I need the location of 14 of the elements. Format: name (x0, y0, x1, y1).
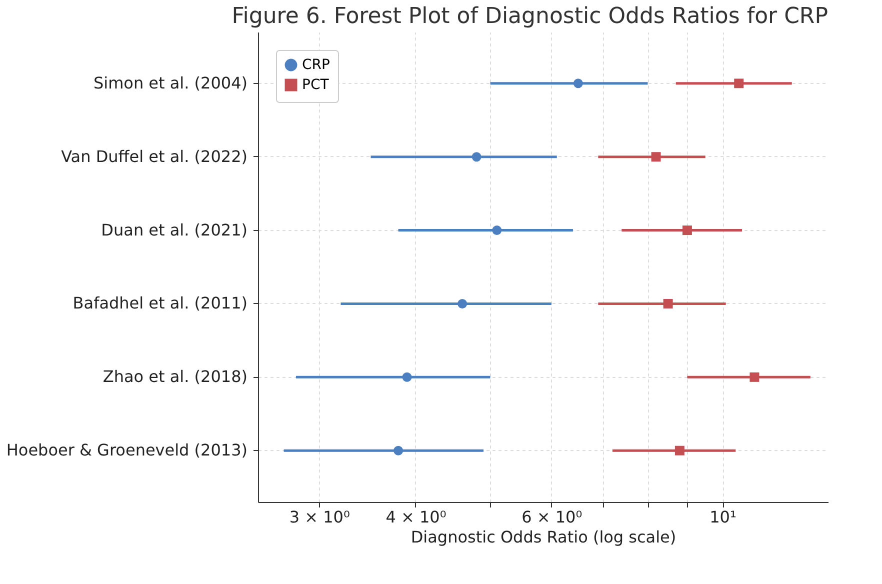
y-tick-label: Simon et al. (2004) (93, 73, 248, 92)
chart-title: Figure 6. Forest Plot of Diagnostic Odds Ratios for CRP (232, 4, 828, 29)
y-tick-label: Duan et al. (2021) (101, 220, 248, 240)
x-tick-label: 4 × 10⁰ (386, 508, 446, 526)
y-tick-label: Van Duffel et al. (2022) (61, 146, 248, 166)
x-tick-label: 10¹ (710, 508, 736, 526)
y-tick-label: Bafadhel et al. (2011) (72, 294, 248, 313)
x-axis-title: Diagnostic Odds Ratio (log scale) (410, 528, 676, 546)
x-tick-label: 6 × 10⁰ (522, 508, 582, 526)
legend-label: PCT (302, 77, 330, 93)
x-tick-label: 3 × 10⁰ (289, 508, 350, 526)
y-tick-label: Hoeboer & Groeneveld (2013) (6, 440, 248, 460)
y-tick-label: Zhao et al. (2018) (102, 367, 248, 386)
legend-label: CRP (302, 57, 330, 73)
